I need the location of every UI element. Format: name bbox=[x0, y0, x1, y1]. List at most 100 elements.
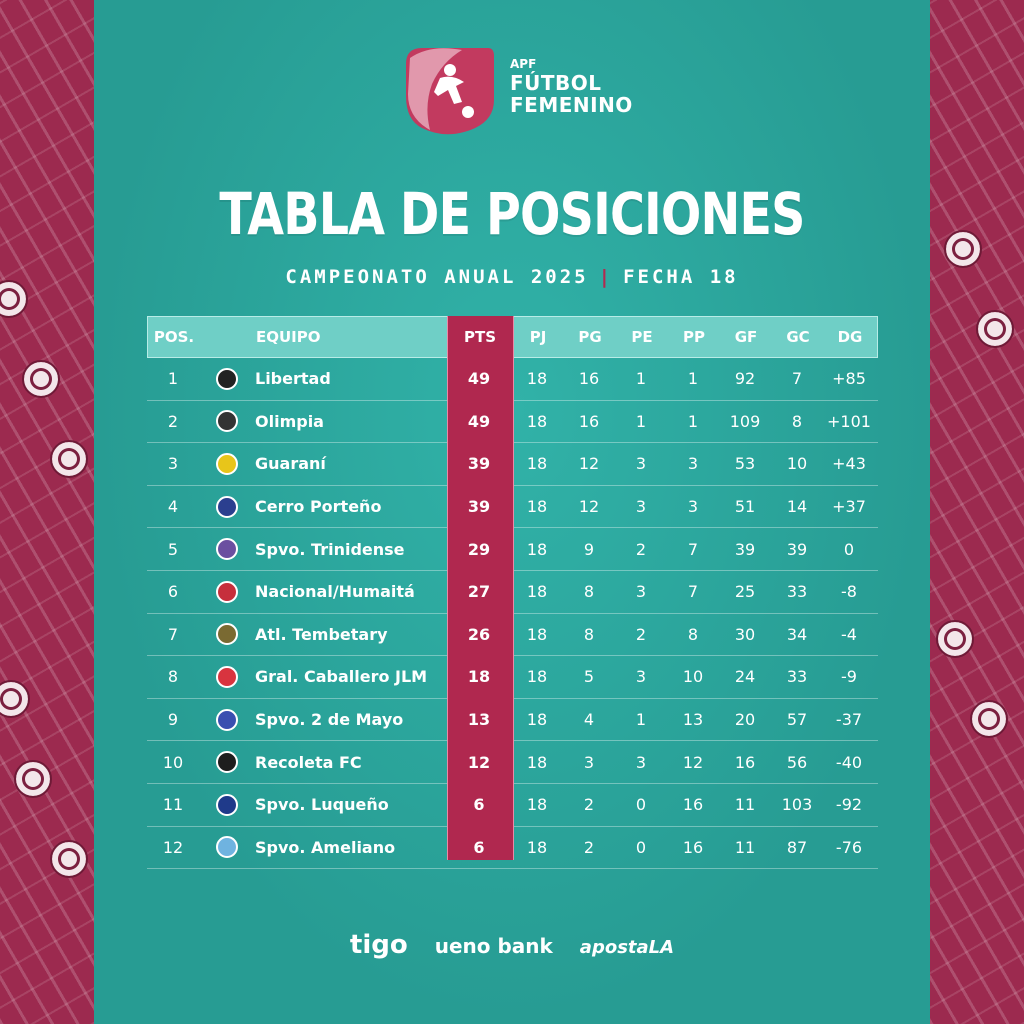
stat-gf: 16 bbox=[734, 752, 756, 772]
soccer-ball-icon bbox=[0, 280, 28, 318]
row-position: 12 bbox=[162, 837, 184, 857]
team-name: Spvo. Trinidense bbox=[255, 539, 405, 559]
stat-dg: +85 bbox=[832, 369, 866, 389]
brand-text: APF FÚTBOL FEMENINO bbox=[510, 58, 633, 117]
stat-pg: 8 bbox=[583, 582, 595, 602]
row-position: 8 bbox=[167, 667, 179, 687]
subtitle-separator: | bbox=[598, 266, 614, 288]
brand-line1: FÚTBOL bbox=[510, 71, 602, 95]
stat-pe: 0 bbox=[635, 795, 647, 815]
stat-pj: 18 bbox=[526, 667, 548, 687]
stat-dg: +101 bbox=[827, 411, 871, 431]
stat-dg: -4 bbox=[841, 624, 857, 644]
stat-dg: +37 bbox=[832, 497, 866, 517]
stat-pp: 8 bbox=[687, 624, 699, 644]
header-pg: PG bbox=[578, 328, 602, 346]
team-name: Olimpia bbox=[255, 411, 324, 431]
stat-pg: 2 bbox=[583, 795, 595, 815]
sponsors-bar: tigo ueno bank apostaLA bbox=[0, 930, 1024, 960]
stat-pj: 18 bbox=[526, 369, 548, 389]
subtitle-round: FECHA 18 bbox=[623, 266, 739, 288]
stat-gc: 57 bbox=[786, 710, 808, 730]
team-points: 18 bbox=[467, 667, 491, 687]
team-crest-icon bbox=[216, 836, 238, 859]
stat-pe: 1 bbox=[635, 710, 647, 730]
stat-gc: 56 bbox=[786, 752, 808, 772]
stat-gc: 39 bbox=[786, 539, 808, 559]
team-points: 12 bbox=[467, 752, 491, 772]
stat-gc: 87 bbox=[786, 837, 808, 857]
team-crest-icon bbox=[216, 410, 238, 433]
team-points: 27 bbox=[467, 582, 491, 602]
stat-pp: 16 bbox=[682, 795, 704, 815]
stat-gc: 7 bbox=[791, 369, 803, 389]
row-position: 4 bbox=[167, 497, 179, 517]
page-title: TABLA DE POSICIONES bbox=[219, 180, 805, 248]
stat-pg: 12 bbox=[578, 497, 600, 517]
stat-pj: 18 bbox=[526, 454, 548, 474]
stat-dg: +43 bbox=[832, 454, 866, 474]
stat-pg: 16 bbox=[578, 411, 600, 431]
team-points: 29 bbox=[467, 539, 491, 559]
team-name: Guaraní bbox=[255, 454, 326, 474]
right-pattern-border bbox=[930, 0, 1024, 1024]
stat-pp: 16 bbox=[682, 837, 704, 857]
team-name: Cerro Porteño bbox=[255, 497, 382, 517]
stat-pj: 18 bbox=[526, 539, 548, 559]
row-position: 6 bbox=[167, 582, 179, 602]
left-pattern-border bbox=[0, 0, 94, 1024]
row-position: 7 bbox=[167, 624, 179, 644]
sponsor-ueno: ueno bank bbox=[434, 934, 553, 958]
stat-pe: 1 bbox=[635, 369, 647, 389]
table-row: 8 Gral. Caballero JLM 18 18 5 3 10 24 33 -9 bbox=[147, 656, 878, 699]
row-position: 11 bbox=[162, 795, 184, 815]
stat-gf: 11 bbox=[734, 795, 756, 815]
stat-dg: -92 bbox=[835, 795, 863, 815]
row-position: 9 bbox=[167, 710, 179, 730]
team-name: Recoleta FC bbox=[255, 752, 362, 772]
stat-pe: 2 bbox=[635, 624, 647, 644]
stat-dg: 0 bbox=[843, 539, 855, 559]
team-points: 13 bbox=[467, 710, 491, 730]
header-pos: POS. bbox=[153, 328, 195, 346]
header-pj: PJ bbox=[529, 328, 547, 346]
header-pts: PTS bbox=[463, 328, 497, 346]
team-crest-icon bbox=[216, 751, 238, 774]
stat-gf: 20 bbox=[734, 710, 756, 730]
team-crest-icon bbox=[216, 793, 238, 816]
stat-dg: -76 bbox=[835, 837, 863, 857]
page-subtitle: CAMPEONATO ANUAL 2025 | FECHA 18 bbox=[0, 266, 1024, 288]
header-pp: PP bbox=[683, 328, 705, 346]
stat-pe: 3 bbox=[635, 497, 647, 517]
stat-pj: 18 bbox=[526, 837, 548, 857]
brand-small: APF bbox=[510, 57, 537, 71]
stat-pj: 18 bbox=[526, 710, 548, 730]
stat-pp: 7 bbox=[687, 582, 699, 602]
soccer-ball-icon bbox=[970, 700, 1008, 738]
stat-gf: 53 bbox=[734, 454, 756, 474]
stat-gc: 33 bbox=[786, 667, 808, 687]
points-column-highlight bbox=[447, 316, 514, 860]
stat-gf: 39 bbox=[734, 539, 756, 559]
stat-pe: 3 bbox=[635, 454, 647, 474]
stat-gc: 103 bbox=[781, 795, 813, 815]
team-crest-icon bbox=[216, 538, 238, 561]
soccer-ball-icon bbox=[0, 680, 30, 718]
table-row: 4 Cerro Porteño 39 18 12 3 3 51 14 +37 bbox=[147, 486, 878, 529]
apf-logo-icon bbox=[406, 48, 494, 135]
team-crest-icon bbox=[216, 580, 238, 603]
stat-pg: 12 bbox=[578, 454, 600, 474]
stat-pg: 2 bbox=[583, 837, 595, 857]
team-crest-icon bbox=[216, 452, 238, 475]
team-name: Libertad bbox=[255, 369, 331, 389]
stat-pe: 3 bbox=[635, 752, 647, 772]
soccer-ball-icon bbox=[936, 620, 974, 658]
stat-pe: 3 bbox=[635, 667, 647, 687]
stat-gc: 8 bbox=[791, 411, 803, 431]
stat-gc: 34 bbox=[786, 624, 808, 644]
team-crest-icon bbox=[216, 367, 238, 390]
stat-pp: 13 bbox=[682, 710, 704, 730]
team-crest-icon bbox=[216, 495, 238, 518]
stat-pp: 12 bbox=[682, 752, 704, 772]
stat-dg: -8 bbox=[841, 582, 857, 602]
